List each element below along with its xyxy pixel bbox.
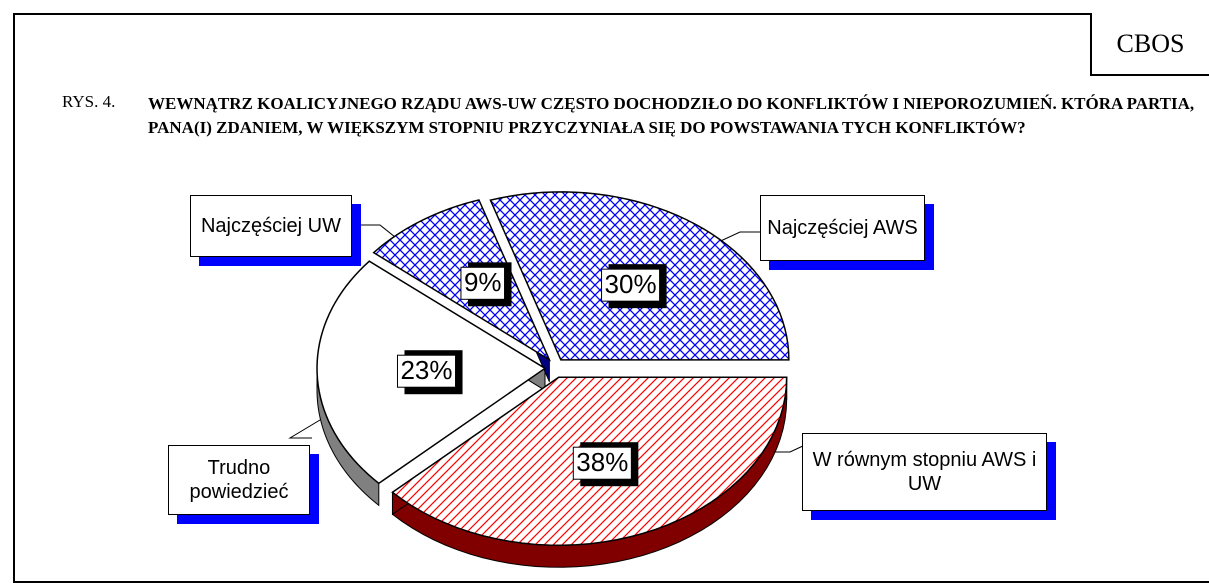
value-label-box: [572, 446, 632, 480]
value-label-box: [601, 268, 661, 302]
value-label-text: 23%: [400, 355, 452, 385]
value-label-text: 38%: [576, 447, 628, 477]
figure-label: RYS. 4.: [62, 92, 116, 111]
category-label: Trudno powiedzieć: [168, 445, 310, 515]
value-label: 23%: [396, 350, 463, 395]
value-label-box: [460, 266, 506, 300]
category-label: Najczęściej UW: [190, 195, 352, 257]
value-label-text: 30%: [605, 269, 657, 299]
value-label: 38%: [572, 442, 639, 487]
value-label: 9%: [460, 262, 512, 307]
category-label: Najczęściej AWS: [760, 195, 925, 261]
category-label: W równym stopniu AWS i UW: [802, 433, 1047, 511]
chart-title: WEWNĄTRZ KOALICYJNEGO RZĄDU AWS-UW CZĘST…: [148, 94, 1195, 137]
value-label: 30%: [601, 264, 667, 309]
value-label-box: [396, 354, 457, 388]
value-label-text: 9%: [464, 267, 502, 297]
source: CBOS: [1090, 13, 1209, 76]
